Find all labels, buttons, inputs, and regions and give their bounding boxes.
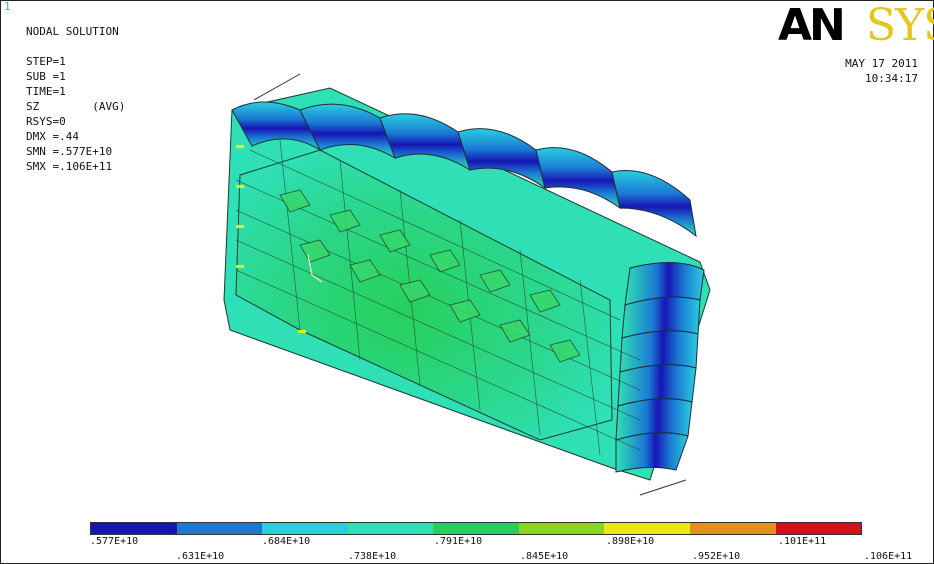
plot-info-component: SZ (AVG) <box>26 100 126 113</box>
legend-label-1: .577E+10 <box>90 536 139 547</box>
plot-info-panel: NODAL SOLUTION STEP=1 SUB =1 TIME=1 SZ (… <box>26 24 125 174</box>
legend-label-5: .791E+10 <box>434 536 483 547</box>
legend-color-4 <box>347 523 434 534</box>
mesh-lines <box>235 139 641 456</box>
legend-label-2: .631E+10 <box>176 551 225 562</box>
legend-label-8: .952E+10 <box>692 551 741 562</box>
legend-color-2 <box>176 523 263 534</box>
logo-text-light: SYS <box>866 0 934 51</box>
legend-color-7 <box>604 523 690 534</box>
legend-label-6: .845E+10 <box>520 551 569 562</box>
plot-info-dmx: DMX =.44 <box>26 130 79 143</box>
plot-info-time: TIME=1 <box>26 85 66 98</box>
honeycomb-facets <box>279 189 581 363</box>
legend-color-8 <box>689 523 776 534</box>
top-edge-cells <box>231 101 697 238</box>
legend-color-3 <box>262 523 348 534</box>
timestamp-time: 10:34:17 <box>865 72 918 85</box>
contour-legend-bar <box>90 522 862 535</box>
legend-color-9 <box>775 523 862 534</box>
timestamp-date: MAY 17 2011 <box>845 57 918 70</box>
honeycomb-model-viewport[interactable] <box>0 0 934 520</box>
right-edge-cells <box>615 261 705 473</box>
plot-info-smn: SMN =.577E+10 <box>26 145 113 158</box>
legend-color-5 <box>433 523 519 534</box>
legend-label-9: .101E+11 <box>778 536 827 547</box>
timestamp: MAY 17 2011 10:34:17 <box>845 56 918 86</box>
plot-info-rsys: RSYS=0 <box>26 115 66 128</box>
legend-label-4: .738E+10 <box>348 551 397 562</box>
legend-color-1 <box>91 523 177 534</box>
plot-info-sub: SUB =1 <box>26 70 66 83</box>
legend-label-7: .898E+10 <box>606 536 655 547</box>
legend-label-3: .684E+10 <box>262 536 311 547</box>
logo-text-bold: AN <box>778 0 846 51</box>
triad-axes <box>307 254 323 283</box>
legend-label-10: .106E+11 <box>864 551 913 562</box>
legend-color-6 <box>518 523 605 534</box>
plot-info-title: NODAL SOLUTION <box>26 25 119 38</box>
plot-info-smx: SMX =.106E+11 <box>26 160 113 173</box>
window-number: 1 <box>4 0 11 13</box>
ansys-logo: AN SYS <box>778 0 934 51</box>
left-edge-accents <box>236 145 306 333</box>
bracket-markers <box>253 73 687 496</box>
plot-info-step: STEP=1 <box>26 55 66 68</box>
